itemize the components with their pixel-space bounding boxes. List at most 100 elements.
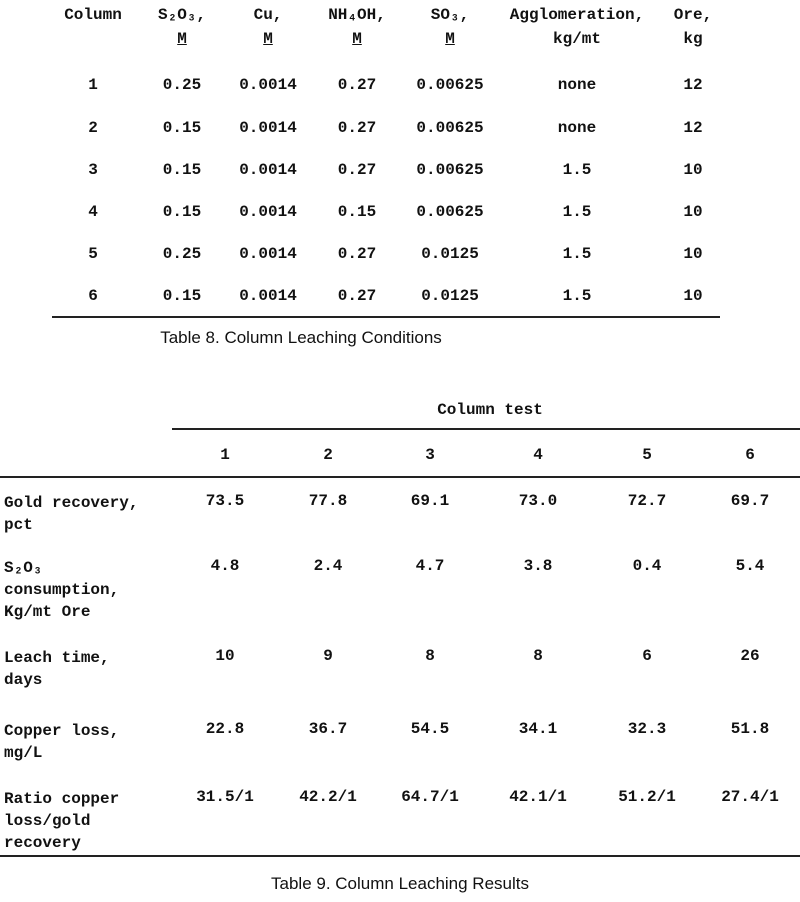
table-cell: 0.0014 [239, 287, 297, 305]
table-cell: 69.1 [410, 492, 450, 510]
table-cell: 4.8 [210, 557, 240, 575]
table-rule [172, 428, 800, 430]
caption: Table 9. Column Leaching Results [271, 874, 529, 893]
table-cell: 73.5 [205, 492, 245, 510]
table-cell: 10 [683, 203, 703, 221]
table-cell: 8 [425, 647, 435, 665]
table-cell: 51.8 [730, 720, 770, 738]
table-cell: 2 [88, 119, 98, 137]
table-cell: 0.0014 [239, 161, 297, 179]
row-label: consumption, [4, 581, 120, 599]
table-cell: 0.27 [337, 287, 377, 305]
table-cell: 1.5 [562, 161, 592, 179]
table-cell: 5.4 [735, 557, 765, 575]
table-cell: 4 [88, 203, 98, 221]
table-cell: 0.0125 [421, 245, 479, 263]
table-cell: 27.4/1 [721, 788, 779, 806]
table-cell: 0.00625 [416, 76, 484, 94]
table-cell: 10 [683, 287, 703, 305]
table-cell: 0.27 [337, 161, 377, 179]
table-cell: 1.5 [562, 203, 592, 221]
table-cell: 4.7 [415, 557, 445, 575]
caption: Table 8. Column Leaching Conditions [160, 328, 442, 347]
column-header: Column [64, 6, 122, 24]
table-cell: 42.2/1 [299, 788, 357, 806]
column-header: NH₄OH, [328, 6, 386, 24]
table-cell: 12 [683, 119, 703, 137]
column-header: 4 [533, 446, 543, 464]
table-cell: 72.7 [627, 492, 667, 510]
table-cell: none [557, 76, 597, 94]
column-header: Ore, [673, 6, 713, 24]
table-cell: 0.27 [337, 76, 377, 94]
table-cell: 0.0014 [239, 245, 297, 263]
table-cell: 22.8 [205, 720, 245, 738]
column-header: Agglomeration, [509, 6, 645, 24]
table-cell: 0.25 [162, 76, 202, 94]
row-label: pct [4, 516, 33, 534]
table-cell: 3.8 [523, 557, 553, 575]
table-cell: 31.5/1 [196, 788, 254, 806]
row-label: mg/L [4, 744, 43, 762]
table-cell: 0.4 [632, 557, 662, 575]
table-cell: 51.2/1 [618, 788, 676, 806]
table-cell: 64.7/1 [401, 788, 459, 806]
table-cell: 32.3 [627, 720, 667, 738]
row-label: Copper loss, [4, 722, 120, 740]
table-rule [52, 316, 720, 318]
table-cell: 0.25 [162, 245, 202, 263]
table-cell: 0.27 [337, 119, 377, 137]
table-cell: 8 [533, 647, 543, 665]
table-cell: 1.5 [562, 245, 592, 263]
row-label: Leach time, [4, 649, 110, 667]
table-cell: 0.15 [162, 161, 202, 179]
table-cell: 0.0014 [239, 119, 297, 137]
table-cell: 77.8 [308, 492, 348, 510]
row-label: loss/gold [4, 812, 91, 830]
table-cell: 9 [323, 647, 333, 665]
column-unit: kg [683, 30, 703, 48]
table-cell: 0.15 [162, 203, 202, 221]
table-cell: 10 [683, 245, 703, 263]
table-cell: 2.4 [313, 557, 343, 575]
table-cell: 34.1 [518, 720, 558, 738]
column-unit: kg/mt [552, 30, 602, 48]
column-unit: M [445, 30, 455, 48]
table-cell: 0.00625 [416, 161, 484, 179]
table-cell: 10 [683, 161, 703, 179]
table-cell: 0.00625 [416, 119, 484, 137]
table-cell: 0.0014 [239, 203, 297, 221]
column-header: 1 [220, 446, 230, 464]
column-header: Cu, [253, 6, 283, 24]
column-header: 5 [642, 446, 652, 464]
table-cell: 54.5 [410, 720, 450, 738]
row-label: Gold recovery, [4, 494, 139, 512]
table-cell: 6 [88, 287, 98, 305]
table-cell: 0.15 [337, 203, 377, 221]
row-label: recovery [4, 834, 81, 852]
table-rule [0, 855, 800, 857]
table-cell: 36.7 [308, 720, 348, 738]
table-cell: 0.00625 [416, 203, 484, 221]
table-cell: 10 [215, 647, 235, 665]
table-cell: 69.7 [730, 492, 770, 510]
column-header: 3 [425, 446, 435, 464]
super-header: Column test [437, 401, 543, 419]
table-cell: 1.5 [562, 287, 592, 305]
column-header: 6 [745, 446, 755, 464]
table-cell: 73.0 [518, 492, 558, 510]
table-cell: 0.0125 [421, 287, 479, 305]
row-label: days [4, 671, 43, 689]
table-cell: 0.27 [337, 245, 377, 263]
column-unit: M [352, 30, 362, 48]
table-cell: 0.15 [162, 287, 202, 305]
table-cell: none [557, 119, 597, 137]
table-cell: 6 [642, 647, 652, 665]
table-cell: 1 [88, 76, 98, 94]
row-label: Kg/mt Ore [4, 603, 91, 621]
table-cell: 26 [740, 647, 760, 665]
table-cell: 5 [88, 245, 98, 263]
column-unit: M [177, 30, 187, 48]
column-header: 2 [323, 446, 333, 464]
